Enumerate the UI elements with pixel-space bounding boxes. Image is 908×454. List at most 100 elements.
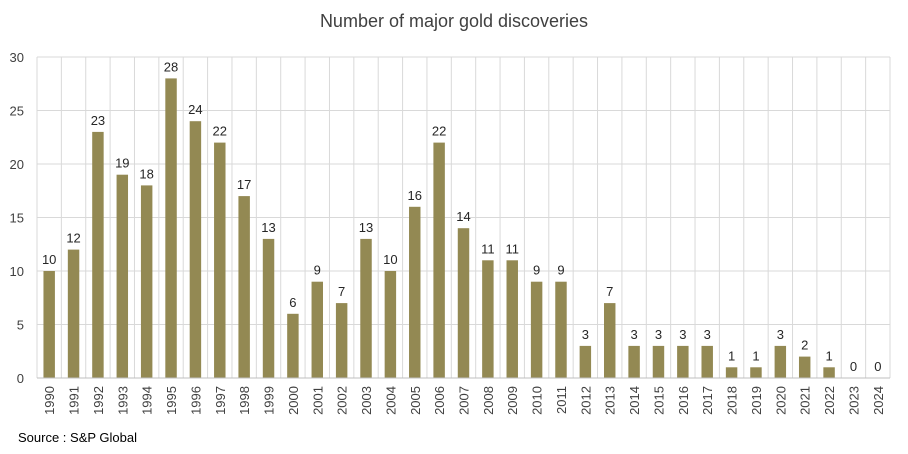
bar-2002 — [335, 303, 348, 378]
data-label-2009: 11 — [505, 241, 519, 256]
data-label-1996: 24 — [188, 102, 202, 117]
data-label-1995: 28 — [164, 59, 178, 74]
y-tick-label: 5 — [17, 318, 24, 333]
data-label-2014: 3 — [630, 327, 637, 342]
data-label-1991: 12 — [66, 231, 80, 246]
x-tick-label-2011: 2011 — [554, 386, 569, 414]
bar-2022 — [823, 367, 835, 378]
x-tick-label-2015: 2015 — [651, 386, 666, 415]
x-tick-label-1998: 1998 — [237, 386, 252, 415]
x-tick-label-2021: 2021 — [798, 386, 813, 415]
data-label-1998: 17 — [237, 177, 251, 192]
x-tick-label-2000: 2000 — [286, 386, 301, 415]
bar-2019 — [750, 367, 762, 378]
x-tick-label-2016: 2016 — [676, 386, 691, 415]
x-tick-label-1994: 1994 — [140, 386, 155, 415]
data-label-2017: 3 — [704, 327, 711, 342]
bar-2000 — [287, 313, 299, 378]
data-label-2005: 16 — [408, 188, 422, 203]
x-tick-label-2001: 2001 — [310, 386, 325, 415]
data-label-1994: 18 — [139, 166, 153, 181]
data-label-2013: 7 — [606, 284, 613, 299]
data-label-2018: 1 — [728, 348, 735, 363]
bar-1995 — [165, 78, 177, 379]
bar-1992 — [92, 131, 104, 378]
x-tick-label-1999: 1999 — [262, 386, 277, 415]
data-label-2002: 7 — [338, 284, 345, 299]
bar-2004 — [384, 271, 397, 378]
y-tick-label: 30 — [10, 50, 24, 65]
x-tick-label-2006: 2006 — [432, 386, 447, 415]
bar-2010 — [530, 281, 543, 378]
data-label-2000: 6 — [289, 295, 296, 310]
x-tick-label-2023: 2023 — [846, 386, 861, 415]
bar-1998 — [238, 196, 250, 378]
bar-1996 — [189, 121, 202, 378]
data-label-2020: 3 — [777, 327, 784, 342]
x-tick-label-2024: 2024 — [871, 386, 886, 415]
bar-1991 — [67, 249, 80, 378]
data-label-1997: 22 — [213, 124, 227, 139]
data-label-1990: 10 — [42, 252, 56, 267]
data-label-2004: 10 — [383, 252, 397, 267]
x-tick-label-1995: 1995 — [164, 386, 179, 415]
bar-2011 — [555, 281, 567, 378]
data-label-2003: 13 — [359, 220, 373, 235]
x-tick-label-2004: 2004 — [383, 386, 398, 415]
data-label-2015: 3 — [655, 327, 662, 342]
x-tick-label-2012: 2012 — [578, 386, 593, 415]
data-label-1993: 19 — [115, 156, 129, 171]
data-label-2007: 14 — [456, 209, 470, 224]
bar-2013 — [604, 303, 616, 378]
data-label-2012: 3 — [582, 327, 589, 342]
x-tick-label-2017: 2017 — [700, 386, 715, 415]
x-tick-label-2009: 2009 — [505, 386, 520, 415]
x-tick-label-2008: 2008 — [481, 386, 496, 415]
data-label-2011: 9 — [557, 263, 564, 278]
bar-1997 — [214, 142, 226, 378]
x-tick-label-2019: 2019 — [749, 386, 764, 415]
bar-2015 — [652, 345, 665, 378]
y-tick-label: 0 — [17, 371, 24, 386]
x-tick-label-2003: 2003 — [359, 386, 374, 415]
y-tick-label: 10 — [10, 264, 24, 279]
data-label-2019: 1 — [752, 348, 759, 363]
x-tick-label-2022: 2022 — [822, 386, 837, 415]
bar-1993 — [116, 174, 129, 378]
x-tick-label-1990: 1990 — [42, 386, 57, 415]
x-tick-label-1993: 1993 — [115, 386, 130, 415]
bar-2017 — [701, 345, 713, 378]
x-tick-label-2010: 2010 — [530, 386, 545, 415]
source-note: Source : S&P Global — [18, 430, 137, 445]
data-label-2016: 3 — [679, 327, 686, 342]
bar-2021 — [798, 356, 811, 378]
x-tick-label-1996: 1996 — [188, 386, 203, 415]
data-label-2001: 9 — [314, 263, 321, 278]
bar-1994 — [140, 185, 153, 378]
data-label-2008: 11 — [481, 241, 495, 256]
bar-2003 — [360, 238, 372, 378]
bar-2016 — [677, 345, 689, 378]
x-tick-label-1997: 1997 — [213, 386, 228, 415]
bar-1990 — [43, 271, 55, 378]
bar-2020 — [774, 345, 787, 378]
data-label-1992: 23 — [91, 113, 105, 128]
data-label-2010: 9 — [533, 263, 540, 278]
bar-2007 — [457, 228, 470, 378]
data-label-2021: 2 — [801, 338, 808, 353]
x-tick-label-2014: 2014 — [627, 386, 642, 415]
x-tick-label-2007: 2007 — [457, 386, 472, 415]
data-label-2023: 0 — [850, 359, 857, 374]
y-tick-label: 15 — [10, 211, 24, 226]
bar-2014 — [628, 345, 640, 378]
bar-2018 — [725, 367, 738, 378]
bar-2012 — [579, 345, 592, 378]
data-label-1999: 13 — [261, 220, 275, 235]
chart-title: Number of major gold discoveries — [319, 11, 589, 31]
y-tick-label: 20 — [10, 157, 24, 172]
x-tick-label-2002: 2002 — [335, 386, 350, 415]
bar-2005 — [409, 206, 421, 378]
bar-2006 — [433, 142, 445, 378]
